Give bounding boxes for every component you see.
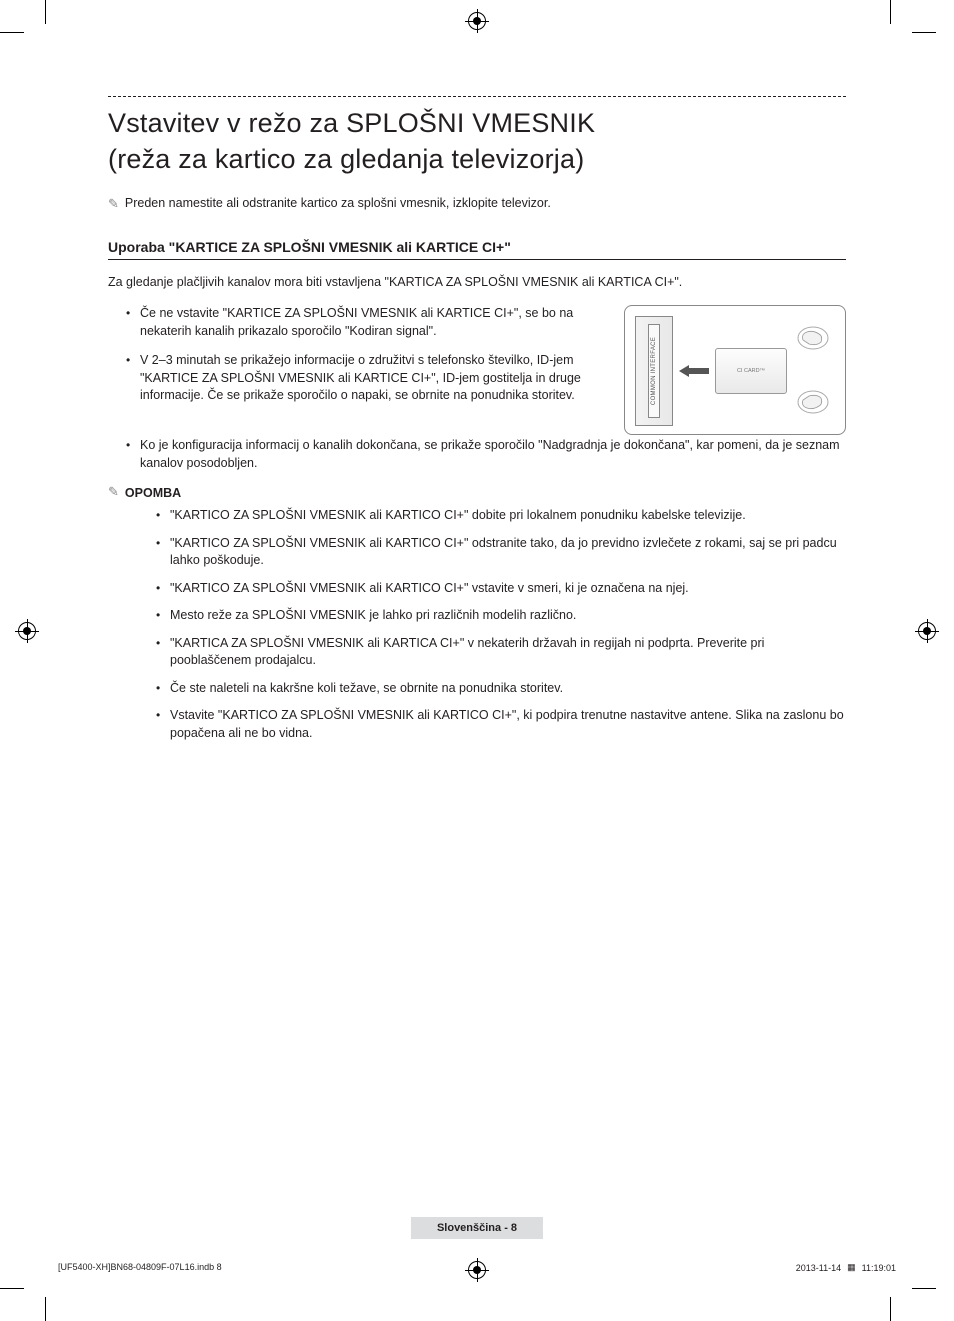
ci-slot: COMMON INTERFACE bbox=[635, 316, 673, 426]
crop-mark bbox=[890, 1297, 891, 1321]
footer-time: 11:19:01 bbox=[862, 1263, 896, 1273]
arrow-left-icon bbox=[679, 364, 709, 376]
ci-slot-inner: COMMON INTERFACE bbox=[648, 324, 660, 418]
footer-language-badge: Slovenščina - 8 bbox=[411, 1217, 543, 1239]
page-content: Vstavitev v režo za SPLOŠNI VMESNIK (rež… bbox=[108, 96, 846, 752]
ci-slot-label: COMMON INTERFACE bbox=[651, 337, 657, 405]
bullet-item: V 2–3 minutah se prikažejo informacije o… bbox=[126, 352, 606, 405]
bullet-item: Če ste naleteli na kakršne koli težave, … bbox=[156, 680, 846, 698]
registration-mark-icon bbox=[468, 12, 486, 30]
section-heading: Uporaba "KARTICE ZA SPLOŠNI VMESNIK ali … bbox=[108, 239, 846, 260]
bullet-item: Mesto reže za SPLOŠNI VMESNIK je lahko p… bbox=[156, 607, 846, 625]
crop-mark bbox=[45, 0, 46, 24]
bullet-item: "KARTICA ZA SPLOŠNI VMESNIK ali KARTICA … bbox=[156, 635, 846, 670]
crop-mark bbox=[912, 1288, 936, 1289]
footer-date: 2013-11-14 bbox=[796, 1263, 841, 1273]
opomba-heading: ✎ OPOMBA bbox=[108, 484, 846, 501]
intro-paragraph: Za gledanje plačljivih kanalov mora biti… bbox=[108, 274, 846, 292]
ci-card: CI CARD™ bbox=[715, 348, 787, 394]
bullet-item: "KARTICO ZA SPLOŠNI VMESNIK ali KARTICO … bbox=[156, 507, 846, 525]
title-line-1: Vstavitev v režo za SPLOŠNI VMESNIK bbox=[108, 108, 595, 138]
crop-mark bbox=[912, 32, 936, 33]
bullet-item: Če ne vstavite "KARTICE ZA SPLOŠNI VMESN… bbox=[126, 305, 606, 340]
footer-timestamp: 2013-11-14 ▦ 11:19:01 bbox=[796, 1262, 896, 1273]
hand-icon bbox=[795, 320, 831, 352]
crop-mark bbox=[0, 32, 24, 33]
note-text: Preden namestite ali odstranite kartico … bbox=[125, 196, 551, 210]
registration-mark-icon bbox=[918, 622, 936, 640]
hand-icon bbox=[795, 388, 831, 420]
full-width-bullet-list: Ko je konfiguracija informacij o kanalih… bbox=[108, 437, 846, 472]
page-title: Vstavitev v režo za SPLOŠNI VMESNIK (rež… bbox=[108, 105, 846, 178]
crop-mark bbox=[0, 1288, 24, 1289]
bullet-item: Ko je konfiguracija informacij o kanalih… bbox=[126, 437, 846, 472]
note-before-install: ✎ Preden namestite ali odstranite kartic… bbox=[108, 196, 846, 213]
opomba-bullet-list: "KARTICO ZA SPLOŠNI VMESNIK ali KARTICO … bbox=[108, 507, 846, 742]
footer-filename: [UF5400-XH]BN68-04809F-07L16.indb 8 bbox=[58, 1262, 222, 1273]
crop-mark bbox=[890, 0, 891, 24]
note-icon: ✎ bbox=[108, 196, 119, 213]
ci-card-label: CI CARD™ bbox=[737, 368, 765, 374]
opomba-label: OPOMBA bbox=[125, 486, 181, 500]
grid-icon: ▦ bbox=[847, 1262, 856, 1273]
note-icon: ✎ bbox=[108, 484, 119, 501]
title-line-2: (reža za kartico za gledanja televizorja… bbox=[108, 144, 584, 174]
bullet-item: Vstavite "KARTICO ZA SPLOŠNI VMESNIK ali… bbox=[156, 707, 846, 742]
ci-slot-diagram: COMMON INTERFACE CI CARD™ bbox=[624, 305, 846, 435]
registration-mark-icon bbox=[18, 622, 36, 640]
footer-meta: [UF5400-XH]BN68-04809F-07L16.indb 8 2013… bbox=[58, 1262, 896, 1273]
bullet-item: "KARTICO ZA SPLOŠNI VMESNIK ali KARTICO … bbox=[156, 580, 846, 598]
bullet-item: "KARTICO ZA SPLOŠNI VMESNIK ali KARTICO … bbox=[156, 535, 846, 570]
crop-mark bbox=[45, 1297, 46, 1321]
dashed-divider bbox=[108, 96, 846, 97]
content-row: Če ne vstavite "KARTICE ZA SPLOŠNI VMESN… bbox=[108, 305, 846, 435]
left-bullet-list: Če ne vstavite "KARTICE ZA SPLOŠNI VMESN… bbox=[108, 305, 606, 405]
left-column: Če ne vstavite "KARTICE ZA SPLOŠNI VMESN… bbox=[108, 305, 606, 417]
